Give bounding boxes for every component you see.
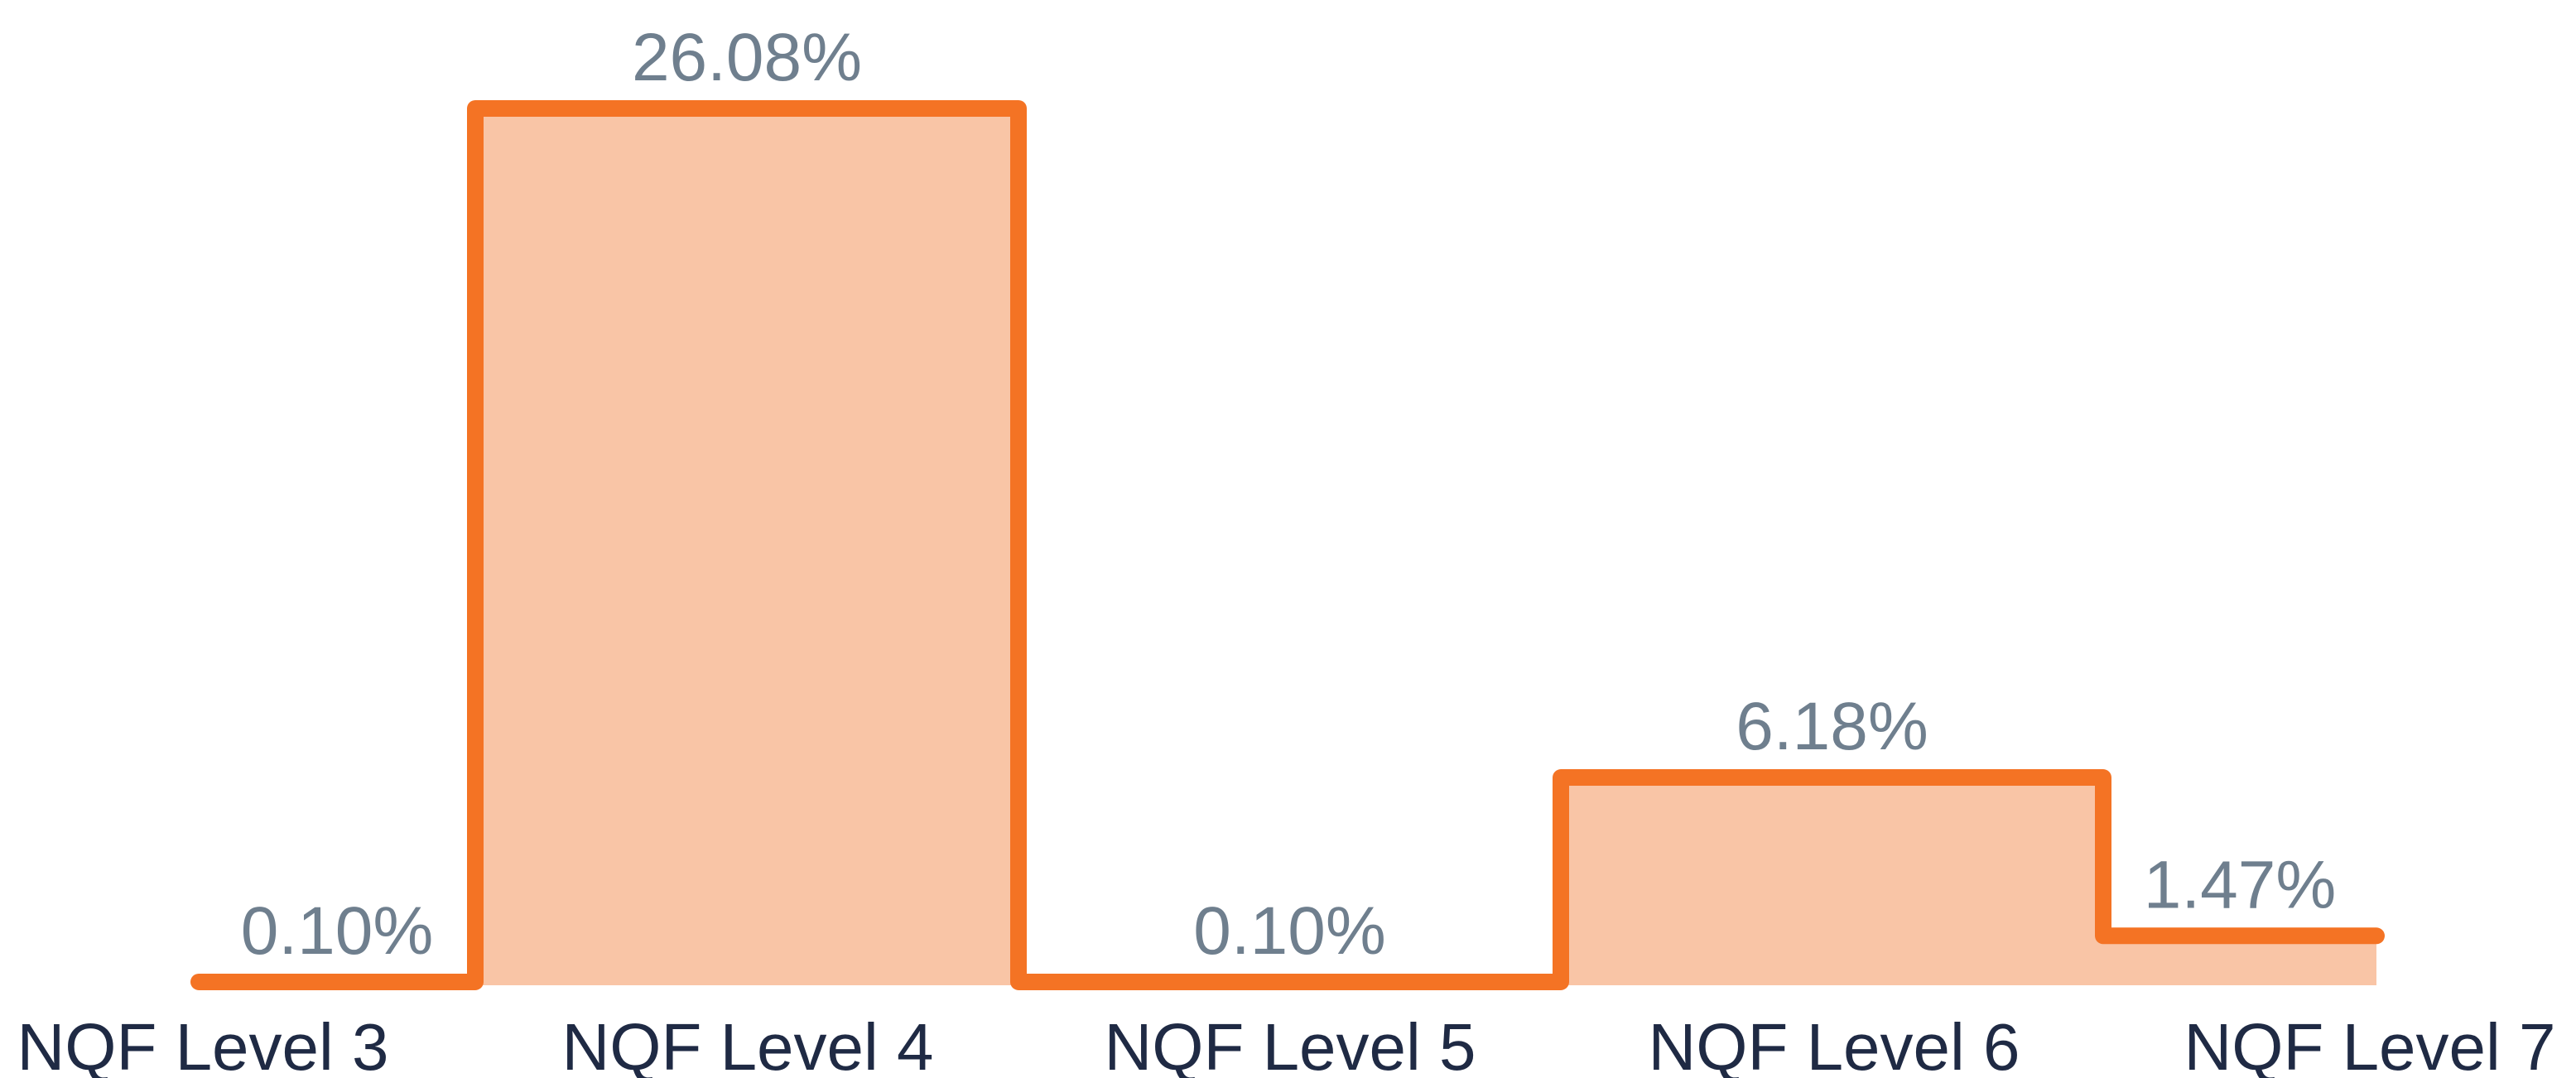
value-label-3: 0.10% bbox=[1193, 893, 1386, 969]
step-line bbox=[190, 100, 2385, 990]
category-label-1: NQF Level 3 bbox=[17, 1010, 388, 1078]
area-fill-layer bbox=[199, 108, 2376, 985]
category-label-3: NQF Level 5 bbox=[1104, 1010, 1476, 1078]
category-label-2: NQF Level 4 bbox=[561, 1010, 933, 1078]
value-label-4: 6.18% bbox=[1736, 689, 1928, 764]
category-label-4: NQF Level 6 bbox=[1648, 1010, 2020, 1078]
category-labels: NQF Level 3 NQF Level 4 NQF Level 5 NQF Lev… bbox=[17, 1010, 2555, 1078]
area-step-2 bbox=[475, 108, 1018, 985]
value-label-1: 0.10% bbox=[241, 893, 434, 969]
value-labels: 0.10% 26.08% 0.10% 6.18% 1.47% bbox=[241, 20, 2337, 969]
category-label-5: NQF Level 7 bbox=[2184, 1010, 2555, 1078]
value-label-2: 26.08% bbox=[632, 20, 862, 95]
value-label-5: 1.47% bbox=[2144, 847, 2337, 922]
area-step-4 bbox=[1561, 777, 2103, 985]
